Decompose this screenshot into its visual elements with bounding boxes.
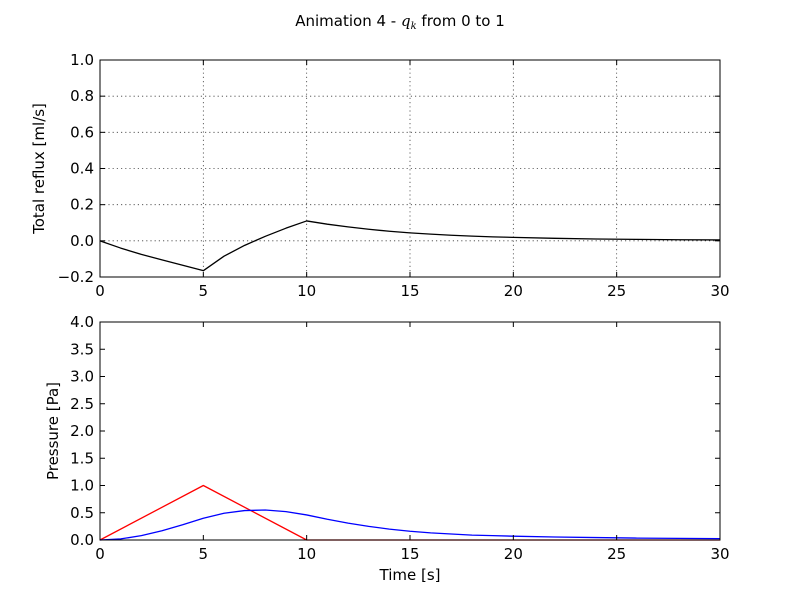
series-line-1 — [99, 509, 721, 541]
x-tick-label: 5 — [199, 545, 209, 563]
figure-title-variable: q — [401, 12, 411, 30]
bottom-subplot-pressure: 0 5 10 15 20 25 30 0.0 0.5 1.0 1.5 2.0 2.5 3.0 3.5 4.0 P… — [44, 313, 730, 584]
y-tick-label: 1.0 — [70, 477, 94, 495]
x-tick-label: 20 — [504, 545, 523, 563]
y-tick-label: 0.6 — [70, 123, 94, 141]
figure-title-subscript: k — [411, 21, 417, 32]
y-tick-label: 3.5 — [70, 340, 94, 358]
x-tick-label: 25 — [607, 545, 626, 563]
x-tick-label: 5 — [199, 282, 209, 300]
y-tick-label: 0.0 — [70, 531, 94, 549]
x-tick-label: 0 — [95, 545, 105, 563]
y-axis-label: Pressure [Pa] — [44, 382, 62, 480]
x-axis-label: Time [s] — [379, 566, 441, 584]
x-tick-label: 30 — [710, 282, 729, 300]
x-tick-label: 15 — [400, 282, 419, 300]
series-line-0 — [99, 220, 721, 272]
axes-frame — [99, 321, 721, 541]
y-tick-label: 2.0 — [70, 422, 94, 440]
y-tick-label: 0.8 — [70, 87, 94, 105]
x-tick-label: 10 — [297, 282, 316, 300]
y-axis-label: Total reflux [ml/s] — [30, 103, 48, 235]
figure-title-suffix: from 0 to 1 — [417, 12, 505, 30]
x-tick-label: 0 — [95, 282, 105, 300]
figure-title-prefix: Animation 4 - — [295, 12, 401, 30]
y-tick-label: −0.2 — [58, 268, 94, 286]
y-tick-label: 0.0 — [70, 232, 94, 250]
y-tick-label: 4.0 — [70, 313, 94, 331]
y-tick-label: 2.5 — [70, 395, 94, 413]
x-tick-label: 15 — [400, 545, 419, 563]
y-tick-label: 1.5 — [70, 449, 94, 467]
y-tick-label: 1.0 — [70, 51, 94, 69]
top-subplot-reflux: 0 5 10 15 20 25 30 −0.2 0.0 0.2 0.4 0.6 0.8 1.0 Total … — [30, 51, 730, 300]
x-tick-label: 30 — [710, 545, 729, 563]
x-tick-label: 25 — [607, 282, 626, 300]
y-tick-label: 0.5 — [70, 504, 94, 522]
y-tick-label: 0.2 — [70, 196, 94, 214]
x-tick-label: 10 — [297, 545, 316, 563]
y-tick-label: 3.0 — [70, 368, 94, 386]
figure-title: Animation 4 - qk from 0 to 1 — [295, 12, 505, 32]
x-tick-label: 20 — [504, 282, 523, 300]
y-tick-label: 0.4 — [70, 160, 94, 178]
